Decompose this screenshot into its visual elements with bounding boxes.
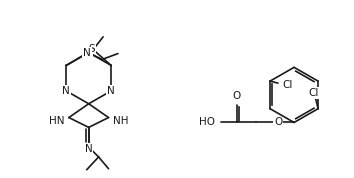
Text: NH: NH [113, 116, 128, 127]
Text: O: O [274, 117, 282, 127]
Text: Cl: Cl [308, 88, 318, 98]
Text: N: N [63, 86, 70, 96]
Text: N: N [85, 144, 93, 154]
Text: Cl: Cl [283, 80, 293, 90]
Text: N: N [85, 48, 93, 57]
Text: O: O [233, 91, 241, 101]
Text: N: N [107, 86, 115, 96]
Text: N: N [83, 48, 91, 57]
Text: HO: HO [199, 117, 215, 127]
Text: HN: HN [50, 116, 65, 127]
Text: S: S [89, 44, 96, 54]
